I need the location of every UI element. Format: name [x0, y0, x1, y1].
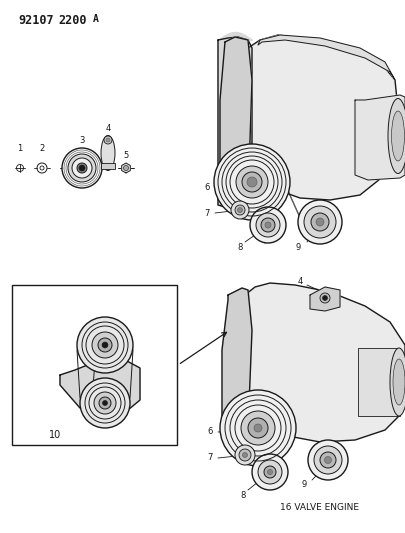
Circle shape [106, 138, 110, 142]
Text: 1: 1 [17, 143, 23, 152]
Text: 3: 3 [79, 135, 85, 144]
Circle shape [94, 392, 116, 414]
Circle shape [246, 177, 256, 187]
Circle shape [249, 207, 285, 243]
Circle shape [254, 424, 261, 432]
Circle shape [123, 166, 128, 171]
Circle shape [241, 411, 274, 445]
Text: 16 VALVE ENGINE: 16 VALVE ENGINE [280, 504, 358, 513]
Circle shape [237, 207, 242, 213]
Circle shape [239, 449, 250, 461]
Polygon shape [354, 95, 404, 180]
Circle shape [80, 378, 130, 428]
Text: 9: 9 [301, 481, 306, 489]
Circle shape [230, 201, 248, 219]
Circle shape [307, 440, 347, 480]
Circle shape [68, 154, 96, 182]
Text: 2200: 2200 [58, 14, 86, 27]
Circle shape [264, 222, 270, 228]
Circle shape [313, 446, 341, 474]
Circle shape [104, 136, 112, 144]
Polygon shape [241, 283, 404, 442]
Circle shape [79, 165, 85, 171]
Circle shape [257, 460, 281, 484]
Polygon shape [309, 287, 339, 311]
Circle shape [297, 200, 341, 244]
Circle shape [213, 144, 289, 220]
Circle shape [102, 400, 107, 406]
Circle shape [263, 466, 275, 478]
Polygon shape [247, 35, 397, 200]
Polygon shape [220, 37, 252, 208]
Text: 6: 6 [207, 427, 212, 437]
Ellipse shape [390, 111, 403, 161]
Circle shape [319, 293, 329, 303]
Circle shape [310, 213, 328, 231]
Text: 4: 4 [105, 124, 110, 133]
Text: 92107: 92107 [18, 14, 53, 27]
Ellipse shape [101, 135, 115, 171]
Circle shape [315, 218, 323, 226]
Polygon shape [60, 360, 140, 415]
Ellipse shape [389, 348, 405, 416]
Circle shape [252, 454, 287, 490]
Circle shape [322, 295, 327, 301]
Circle shape [319, 452, 335, 468]
Circle shape [102, 342, 108, 348]
Polygon shape [257, 35, 394, 80]
Circle shape [98, 338, 112, 352]
Circle shape [220, 390, 295, 466]
Bar [357, 348, 399, 416]
Circle shape [247, 418, 267, 438]
Text: 8: 8 [237, 243, 242, 252]
Circle shape [324, 456, 331, 464]
Circle shape [92, 332, 118, 358]
Circle shape [62, 148, 102, 188]
Circle shape [235, 166, 267, 198]
Circle shape [77, 163, 87, 173]
Text: 5: 5 [123, 150, 128, 159]
Circle shape [303, 206, 335, 238]
Polygon shape [222, 288, 252, 440]
Text: A: A [93, 14, 99, 24]
Circle shape [77, 317, 133, 373]
Circle shape [72, 158, 92, 178]
Text: 10: 10 [49, 430, 61, 440]
Circle shape [234, 445, 254, 465]
Text: 6: 6 [204, 183, 209, 192]
Ellipse shape [387, 99, 405, 174]
Text: 8: 8 [240, 491, 245, 500]
Circle shape [234, 205, 244, 215]
Text: 7: 7 [204, 209, 209, 219]
Circle shape [267, 470, 272, 474]
Circle shape [242, 453, 247, 457]
Bar [101, 163, 115, 169]
Circle shape [241, 172, 261, 192]
Text: 7: 7 [207, 454, 212, 463]
Text: 9: 9 [295, 243, 300, 252]
Circle shape [99, 397, 111, 409]
Circle shape [256, 213, 279, 237]
Text: 2: 2 [39, 143, 45, 152]
Bar [12, 285, 177, 445]
Text: 4: 4 [296, 277, 302, 286]
Polygon shape [122, 163, 130, 173]
Circle shape [260, 218, 274, 232]
Polygon shape [217, 37, 252, 210]
Ellipse shape [392, 359, 404, 405]
